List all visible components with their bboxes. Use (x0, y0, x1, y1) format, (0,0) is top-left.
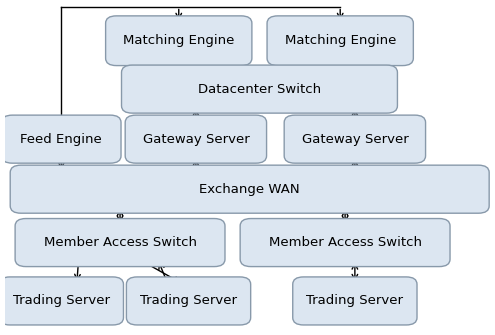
Text: Exchange WAN: Exchange WAN (199, 183, 300, 196)
Text: Member Access Switch: Member Access Switch (269, 236, 422, 249)
Text: Gateway Server: Gateway Server (143, 133, 249, 146)
FancyBboxPatch shape (121, 65, 397, 113)
Text: Feed Engine: Feed Engine (20, 133, 102, 146)
Text: Member Access Switch: Member Access Switch (44, 236, 197, 249)
FancyBboxPatch shape (284, 115, 426, 163)
Text: Trading Server: Trading Server (13, 294, 110, 308)
FancyBboxPatch shape (105, 16, 252, 66)
FancyBboxPatch shape (1, 115, 121, 163)
FancyBboxPatch shape (293, 277, 417, 325)
FancyBboxPatch shape (0, 277, 123, 325)
FancyBboxPatch shape (10, 165, 489, 213)
Text: Trading Server: Trading Server (140, 294, 237, 308)
FancyBboxPatch shape (126, 277, 250, 325)
Text: Matching Engine: Matching Engine (285, 34, 396, 47)
FancyBboxPatch shape (240, 218, 450, 267)
FancyBboxPatch shape (267, 16, 413, 66)
FancyBboxPatch shape (15, 218, 225, 267)
Text: Trading Server: Trading Server (306, 294, 403, 308)
FancyBboxPatch shape (125, 115, 267, 163)
Text: Matching Engine: Matching Engine (123, 34, 235, 47)
Text: Gateway Server: Gateway Server (301, 133, 408, 146)
Text: Datacenter Switch: Datacenter Switch (198, 83, 321, 95)
